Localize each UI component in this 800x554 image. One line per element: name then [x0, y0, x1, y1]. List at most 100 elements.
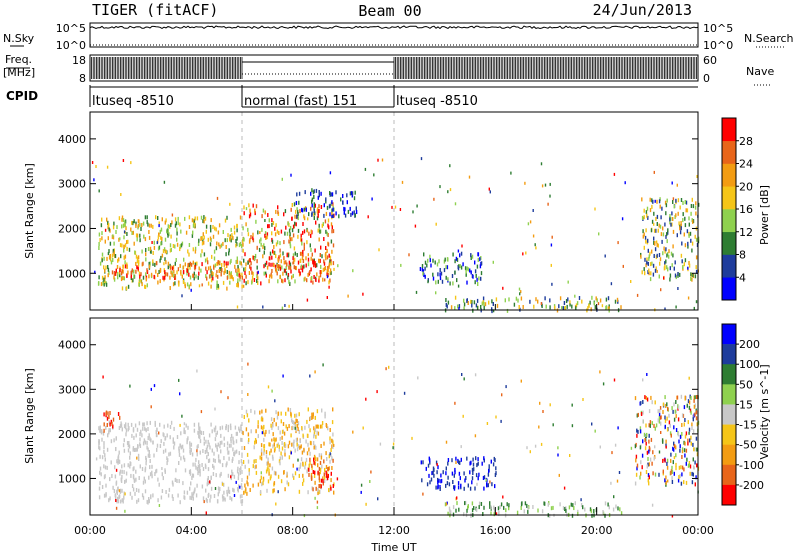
range-gate-cell: [245, 487, 247, 492]
range-gate-cell: [194, 266, 196, 271]
range-gate-cell: [671, 476, 673, 481]
range-gate-cell: [475, 273, 477, 278]
colorbar-swatch: [722, 364, 736, 385]
range-gate-cell: [307, 253, 309, 257]
range-gate-cell: [342, 194, 344, 198]
range-gate-cell: [252, 271, 254, 276]
range-gate-cell: [604, 513, 606, 518]
range-gate-cell: [551, 235, 553, 239]
range-gate-cell: [460, 445, 462, 449]
range-gate-cell: [264, 262, 267, 267]
range-gate-cell: [576, 301, 579, 306]
range-gate-cell: [304, 190, 306, 195]
range-gate-cell: [232, 236, 234, 241]
range-gate-cell: [173, 269, 175, 274]
range-gate-cell: [228, 248, 230, 253]
range-gate-cell: [120, 271, 123, 276]
range-gate-cell: [136, 447, 138, 452]
range-gate-cell: [221, 494, 224, 499]
range-gate-cell: [329, 440, 331, 445]
range-gate-cell: [433, 197, 435, 201]
range-gate-cell: [183, 427, 185, 432]
x-tick-label: 00:00: [74, 524, 106, 537]
range-gate-cell: [652, 263, 655, 268]
range-gate-cell: [127, 443, 130, 448]
range-gate-cell: [670, 471, 672, 475]
range-gate-cell: [331, 466, 333, 470]
range-gate-cell: [567, 280, 569, 284]
range-gate-cell: [664, 261, 666, 266]
range-gate-cell: [300, 238, 303, 243]
range-gate-cell: [688, 261, 690, 265]
range-gate-cell: [267, 479, 270, 484]
range-gate-cell: [95, 165, 97, 168]
range-gate-cell: [318, 278, 320, 283]
range-gate-cell: [123, 424, 126, 429]
range-gate-cell: [190, 262, 193, 267]
range-gate-cell: [307, 442, 309, 447]
range-gate-cell: [241, 452, 243, 457]
range-gate-cell: [100, 223, 103, 228]
range-gate-cell: [188, 272, 190, 277]
range-gate-cell: [320, 264, 322, 269]
range-gate-cell: [261, 416, 263, 421]
range-gate-cell: [565, 299, 568, 303]
range-gate-cell: [184, 430, 186, 435]
range-gate-cell: [125, 286, 128, 291]
range-gate-cell: [245, 262, 247, 267]
range-gate-cell: [101, 252, 104, 257]
range-gate-cell: [150, 405, 152, 409]
range-gate-cell: [254, 208, 256, 213]
range-gate-cell: [322, 476, 324, 481]
range-gate-cell: [103, 493, 106, 498]
range-gate-cell: [483, 475, 486, 480]
range-gate-cell: [113, 438, 115, 443]
range-gate-cell: [138, 260, 140, 265]
range-gate-cell: [232, 487, 234, 492]
range-gate-cell: [286, 480, 288, 485]
range-gate-cell: [157, 477, 159, 482]
range-gate-cell: [210, 486, 213, 491]
range-gate-cell: [219, 260, 221, 265]
range-gate-cell: [323, 259, 325, 264]
range-gate-cell: [290, 173, 292, 177]
range-gate-cell: [112, 258, 114, 262]
range-gate-cell: [150, 387, 152, 391]
range-gate-cell: [311, 465, 313, 470]
range-gate-cell: [329, 255, 332, 260]
range-gate-cell: [130, 274, 132, 279]
range-gate-cell: [520, 296, 523, 301]
range-gate-cell: [149, 436, 151, 441]
range-gate-cell: [237, 476, 240, 481]
range-gate-cell: [245, 281, 247, 286]
range-gate-cell: [310, 247, 312, 252]
range-gate-cell: [379, 442, 382, 446]
range-gate-cell: [665, 234, 667, 239]
range-gate-cell: [188, 252, 190, 257]
range-gate-cell: [469, 470, 471, 475]
range-gate-cell: [679, 205, 681, 210]
range-gate-cell: [681, 450, 684, 454]
range-gate-cell: [178, 448, 180, 453]
range-gate-cell: [318, 193, 320, 198]
range-gate-cell: [206, 482, 208, 487]
range-gate-cell: [554, 305, 556, 310]
range-gate-cell: [284, 278, 286, 283]
range-gate-cell: [98, 189, 100, 193]
range-gate-cell: [230, 426, 232, 431]
range-gate-cell: [223, 260, 225, 265]
range-gate-cell: [696, 447, 698, 452]
range-gate-cell: [346, 193, 348, 198]
range-gate-cell: [298, 467, 300, 472]
range-gate-cell: [315, 445, 317, 450]
range-gate-cell: [426, 482, 429, 487]
range-gate-cell: [477, 257, 479, 262]
range-gate-cell: [562, 306, 564, 311]
range-gate-cell: [192, 496, 194, 501]
range-gate-cell: [673, 204, 675, 209]
range-gate-cell: [107, 252, 110, 256]
range-gate-cell: [171, 494, 174, 499]
range-gate-cell: [447, 300, 450, 305]
range-gate-cell: [284, 443, 287, 448]
range-gate-cell: [229, 202, 231, 206]
